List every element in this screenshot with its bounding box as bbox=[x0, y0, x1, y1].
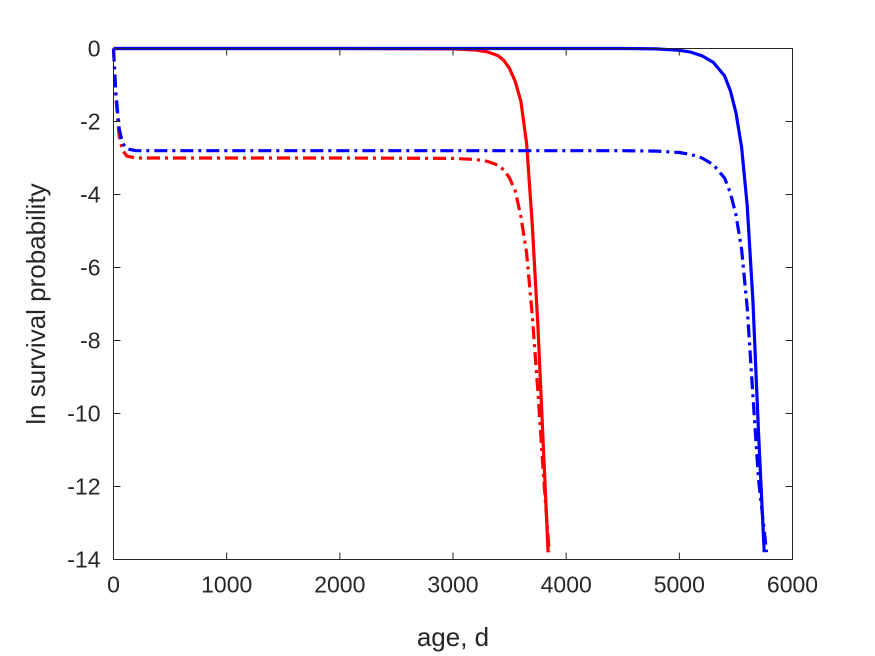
y-tick-label: -2 bbox=[80, 109, 100, 135]
y-tick-label: -12 bbox=[67, 474, 100, 500]
x-tick-label: 6000 bbox=[767, 572, 818, 598]
x-tick-labels: 0 1000 2000 3000 4000 5000 6000 bbox=[107, 572, 818, 598]
y-tick-label: -8 bbox=[80, 328, 100, 354]
y-tick-label: -4 bbox=[80, 182, 101, 208]
x-tick-label: 3000 bbox=[427, 572, 478, 598]
series-line-3 bbox=[111, 48, 769, 553]
y-axis-label: ln survival probability bbox=[21, 183, 51, 424]
plot-frame bbox=[113, 48, 793, 560]
y-tick-labels: 0 -2 -4 -6 -8 -10 -12 -14 bbox=[67, 36, 100, 573]
x-axis-label: age, d bbox=[417, 622, 489, 652]
y-tick-label: -10 bbox=[67, 401, 100, 427]
x-tick-label: 0 bbox=[107, 572, 120, 598]
x-tick-label: 4000 bbox=[541, 572, 592, 598]
y-tick-label: -14 bbox=[67, 547, 100, 573]
x-tick-label: 5000 bbox=[654, 572, 705, 598]
x-tick-label: 2000 bbox=[314, 572, 365, 598]
y-tick-label: 0 bbox=[88, 36, 101, 62]
series-line-2 bbox=[111, 48, 551, 553]
x-tick-label: 1000 bbox=[201, 572, 252, 598]
y-tick-label: -6 bbox=[80, 255, 100, 281]
